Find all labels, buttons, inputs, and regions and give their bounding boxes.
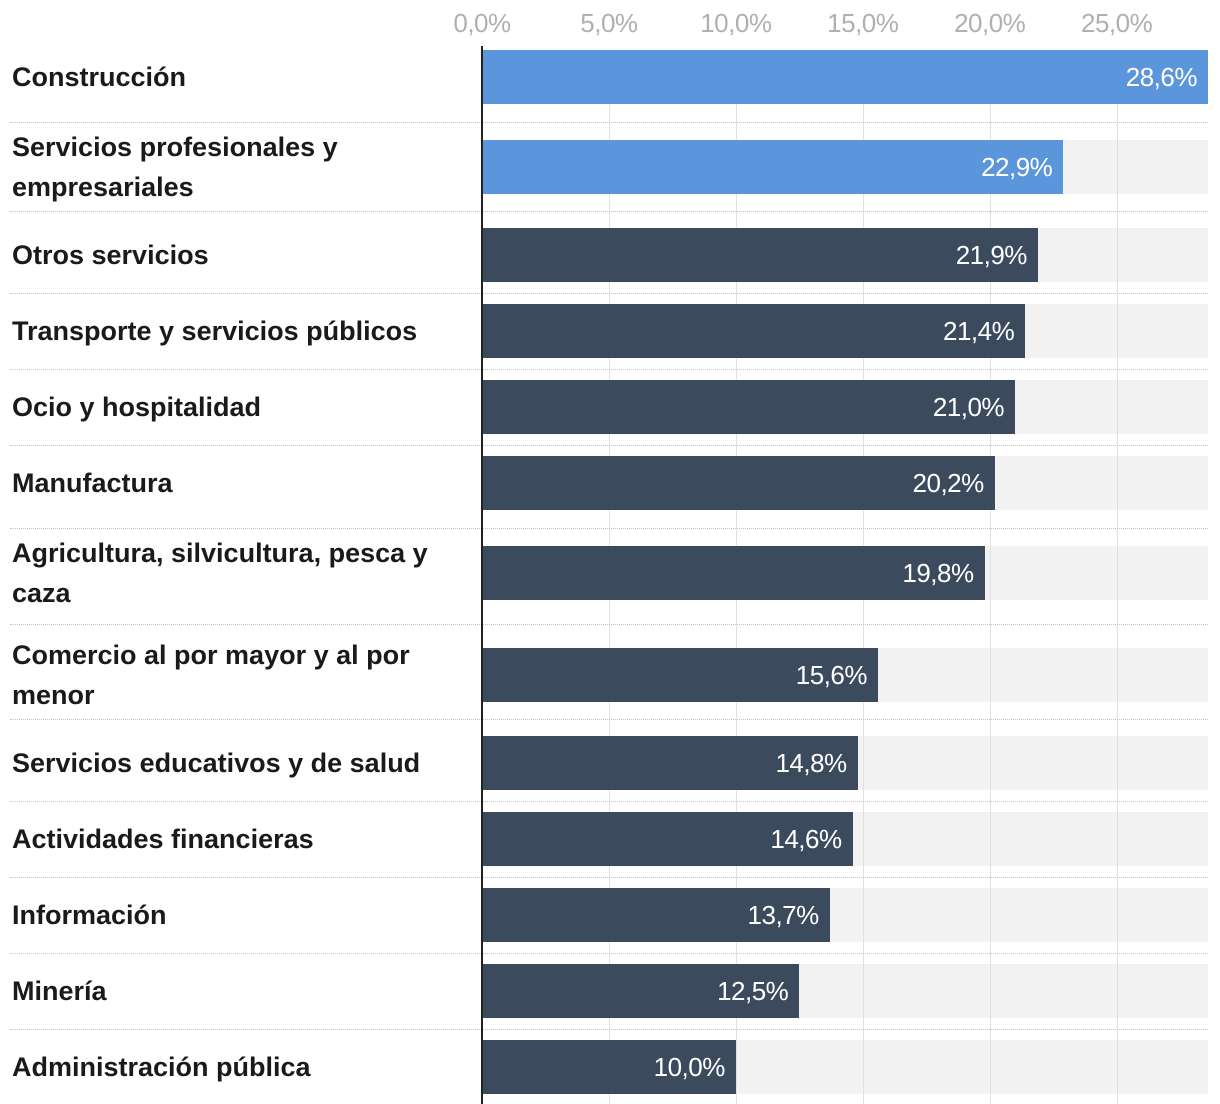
bar-value-label: 10,0% <box>653 1052 726 1082</box>
category-label: Agricultura, silvicultura, pesca y caza <box>12 538 428 608</box>
bar-value-label: 22,9% <box>981 152 1053 182</box>
bar <box>482 304 1026 358</box>
bar <box>482 140 1064 194</box>
bar-value-label: 13,7% <box>747 900 820 930</box>
bar <box>482 964 800 1018</box>
bar <box>482 228 1038 282</box>
category-label: Manufactura <box>12 468 173 498</box>
bar <box>482 648 878 702</box>
row-separator <box>10 369 1208 370</box>
gridline <box>1117 50 1118 1104</box>
gridline <box>990 50 991 1104</box>
bar <box>482 456 995 510</box>
category-label: Ocio y hospitalidad <box>12 392 262 422</box>
x-tick-label: 10,0% <box>700 8 772 38</box>
bar <box>482 546 985 600</box>
row-separator <box>10 211 1208 212</box>
bar-value-label: 12,5% <box>717 976 789 1006</box>
bar <box>482 888 830 942</box>
bar-value-label: 14,8% <box>775 748 847 778</box>
category-label: Minería <box>12 976 107 1006</box>
category-label: Actividades financieras <box>12 824 314 854</box>
row-separator <box>10 445 1208 446</box>
category-label: Servicios profesionales y empresariales <box>12 132 338 202</box>
bar <box>482 812 853 866</box>
y-axis-line <box>481 46 483 1104</box>
row-separator <box>10 528 1208 529</box>
bar <box>482 1040 736 1094</box>
row-separator <box>10 719 1208 720</box>
row-separator <box>10 293 1208 294</box>
row-separator <box>10 122 1208 123</box>
x-tick-label: 20,0% <box>954 8 1026 38</box>
category-label: Servicios educativos y de salud <box>12 748 421 778</box>
category-label: Construcción <box>12 62 187 92</box>
row-separator <box>10 877 1208 878</box>
x-tick-label: 5,0% <box>580 8 638 38</box>
category-label: Comercio al por mayor y al por menor <box>12 640 410 710</box>
bar-value-label: 21,4% <box>942 316 1015 346</box>
bar-value-label: 21,9% <box>955 240 1028 270</box>
category-label: Información <box>12 900 167 930</box>
bar <box>482 380 1016 434</box>
x-tick-label: 25,0% <box>1080 8 1153 38</box>
row-separator <box>10 624 1208 625</box>
category-label: Otros servicios <box>12 240 209 270</box>
bar-value-label: 20,2% <box>912 468 985 498</box>
bar <box>482 50 1208 104</box>
bar-value-label: 14,6% <box>770 824 842 854</box>
bar-value-label: 15,6% <box>795 660 868 690</box>
bar-value-label: 28,6% <box>1125 62 1198 92</box>
bar-value-label: 21,0% <box>932 392 1005 422</box>
row-separator <box>10 1029 1208 1030</box>
row-separator <box>10 953 1208 954</box>
category-label: Transporte y servicios públicos <box>12 316 418 346</box>
bar-value-label: 19,8% <box>902 558 974 588</box>
x-tick-label: 0,0% <box>453 8 511 38</box>
category-label: Administración pública <box>12 1052 311 1082</box>
bar <box>482 736 858 790</box>
x-tick-label: 15,0% <box>827 8 899 38</box>
row-separator <box>10 801 1208 802</box>
